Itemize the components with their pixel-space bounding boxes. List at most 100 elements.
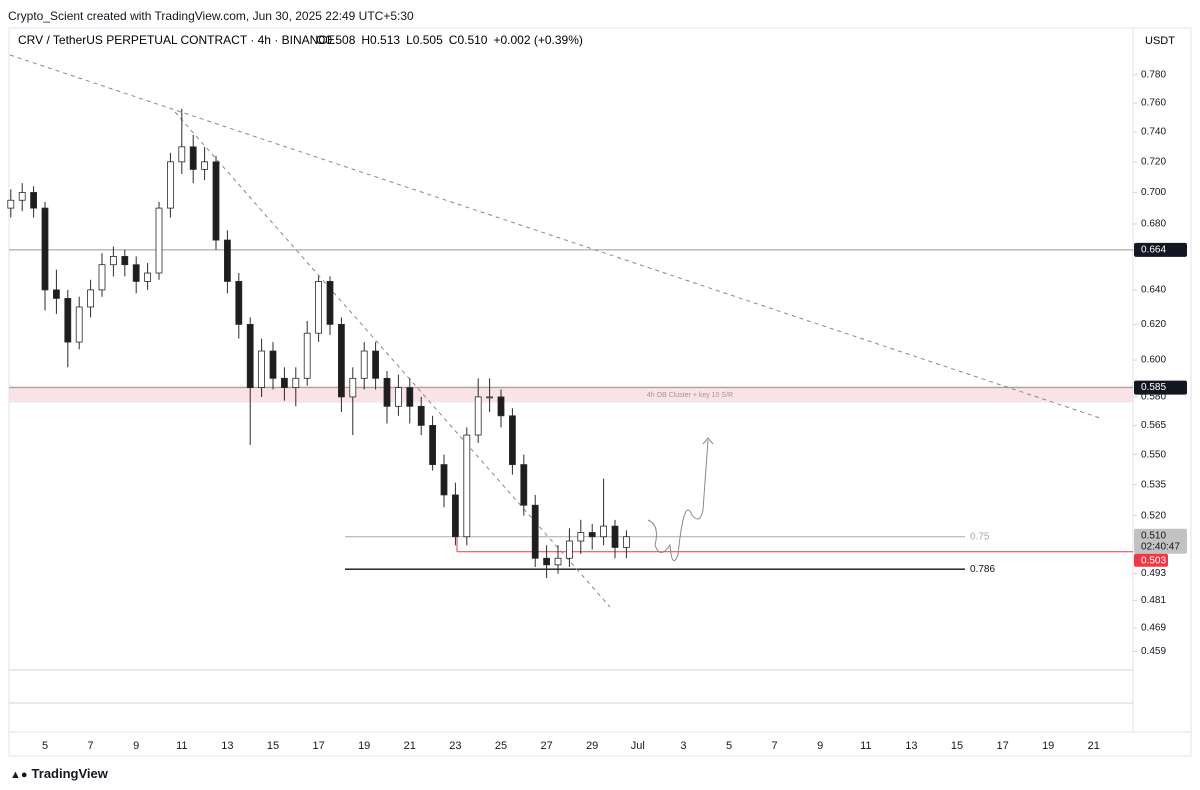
candle-body [144,272,152,282]
x-tick-label: 11 [860,740,871,752]
x-tick-label: 9 [817,740,823,752]
candle-body [486,396,494,399]
candle-body [383,377,391,407]
candle-body [178,146,186,163]
candle-body [64,298,72,343]
candle-body [53,289,60,299]
ohlc-info: O0.508 H0.513 L0.505 C0.510 +0.002 (+0.39%) [316,33,583,47]
background-layer [9,249,1133,570]
candle-body [166,161,174,209]
trendline [174,111,611,608]
countdown: 02:40:47 [1141,541,1180,552]
y-tick-label: 0.600 [1141,355,1166,366]
x-tick-label: 29 [586,740,598,752]
x-tick-label: 17 [312,740,324,752]
candle-body [566,540,573,559]
x-tick-label: 17 [996,740,1008,752]
candle-body [75,306,83,343]
candle-body [463,434,471,538]
price-label-bg [1134,242,1187,257]
candle-body [429,424,437,465]
candle-body [337,324,345,398]
candle-body [623,536,630,548]
candle-body [554,557,562,566]
candle-body [326,281,334,325]
y-tick-label: 0.550 [1141,449,1166,460]
x-tick-label: 15 [951,740,963,752]
candle-body [98,264,106,291]
y-tick-label: 0.520 [1141,510,1166,521]
y-tick-label: 0.535 [1141,479,1166,490]
candle-body [110,256,117,266]
candle-body [394,387,402,407]
candle-body [246,324,254,388]
candle-body [349,377,357,398]
candle-body [189,146,197,170]
candle-body [474,396,482,436]
zone-label: 4h OB Cluster + key 10 S/R [647,392,733,399]
x-tick-label: 5 [42,740,48,752]
candle-body [132,264,140,282]
y-tick-label: 0.580 [1141,392,1166,403]
y-tick-label: 0.680 [1141,219,1166,230]
y-tick-label: 0.469 [1141,623,1166,634]
x-tick-label: Jul [631,740,645,752]
x-tick-label: 27 [540,740,552,752]
candle-body [406,387,414,407]
fib-label: 0.786 [970,564,995,575]
x-tick-label: 21 [404,740,416,752]
candle-body [7,199,15,209]
current-price-label: 0.510 [1141,530,1166,541]
x-tick-label: 13 [221,740,233,752]
candle-body [520,464,528,506]
footer-logo: ▲● TradingView [10,766,108,781]
candle-body [280,377,288,388]
candle-body [543,557,550,566]
marked-price-label: 0.503 [1141,555,1166,566]
price-label-bg [1134,380,1187,395]
ohlc-value: +0.002 (+0.39%) [493,33,582,47]
ohlc-value: H0.513 [361,33,400,47]
x-tick-label: 19 [1042,740,1054,752]
currency: USDT [1145,35,1175,47]
footer-text: TradingView [31,766,108,781]
candle-body [121,256,129,266]
y-tick-label: 0.493 [1141,568,1166,579]
candle-body [497,396,505,417]
candle-body [611,525,619,548]
y-tick-label: 0.760 [1141,98,1166,109]
x-tick-label: 5 [726,740,732,752]
marked-price-bg [1134,553,1168,567]
x-tick-label: 7 [88,740,94,752]
candle-body [600,525,607,538]
x-tick-label: 25 [495,740,507,752]
candle-body [360,350,368,379]
candle-body [531,504,539,559]
candle-body [235,281,243,325]
y-tick-label: 0.740 [1141,127,1166,138]
x-tick-label: 13 [905,740,917,752]
trendline [9,54,1101,419]
x-tick-label: 21 [1088,740,1100,752]
candle-body [87,289,94,308]
y-tick-label: 0.459 [1141,646,1166,657]
candle-body [440,464,448,496]
x-tick-label: 3 [680,740,686,752]
x-tick-label: 9 [133,740,139,752]
candle-body [588,532,596,538]
candle-body [292,377,300,388]
candle-body [30,192,38,209]
x-tick-label: 11 [176,740,187,752]
projection-arrow [702,437,714,445]
candle-body [303,332,311,379]
candle-body [258,350,266,388]
candle-body [417,405,425,426]
ohlc-value: C0.510 [449,33,488,47]
candle-body [212,161,220,241]
y-tick-label: 0.481 [1141,595,1166,606]
candle-body [508,415,516,465]
candle-body [41,207,49,291]
zone [9,385,1133,403]
